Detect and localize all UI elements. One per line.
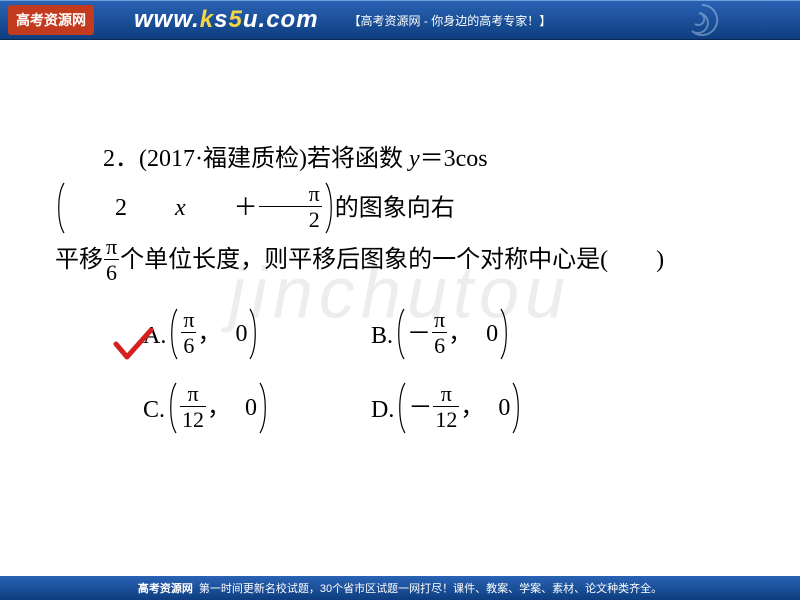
site-header: 高考资源网 www.ks5u.com 【高考资源网 - 你身边的高考专家！】 (0, 0, 800, 40)
lparen-icon (396, 382, 407, 434)
option-B[interactable]: B. －π6，0 (371, 310, 510, 362)
opt-B-coord: －π6，0 (395, 308, 510, 360)
options: A. π6，0 B. －π6，0 C. (55, 310, 745, 436)
opt-C-den: 12 (180, 407, 206, 431)
q-stem-b: 的图象向右 (335, 196, 455, 222)
shift-den: 6 (104, 260, 119, 284)
q-stem-a: 若将函数 (307, 146, 409, 172)
lparen-icon (167, 382, 178, 434)
opt-D-sign: － (408, 384, 432, 433)
opt-C-label: C. (143, 386, 165, 435)
opt-A-y: 0 (235, 310, 247, 359)
url-k: k (200, 6, 214, 33)
opt-D-coord: －π12，0 (396, 382, 522, 434)
footer-brand: 高考资源网 (138, 583, 193, 595)
opt-D-label: D. (371, 386, 394, 435)
q-y: y (409, 146, 420, 172)
url-s: s (214, 6, 228, 33)
swirl-icon (684, 2, 720, 38)
opt-B-den: 6 (432, 333, 447, 357)
option-C[interactable]: C. π12，0 (143, 384, 371, 436)
opt-D-num: π (433, 382, 459, 407)
opt-C-frac: π12 (179, 382, 207, 431)
shift-num: π (104, 235, 119, 260)
arg-frac-num: π (259, 182, 322, 207)
question-line-1: 2．(2017·福建质检)若将函数 y＝3cos 2x＋π2 的图象向右 (55, 135, 745, 236)
arg-frac-den: 2 (259, 207, 322, 231)
options-row-2: C. π12，0 D. －π12，0 (143, 384, 745, 436)
opt-B-num: π (432, 308, 447, 333)
l2-blank (608, 247, 656, 273)
question-line-2: 平移π6个单位长度，则平移后图象的一个对称中心是( ) (55, 236, 745, 286)
arg-2: 2 (67, 184, 127, 233)
site-footer: 高考资源网第一时间更新名校试题，30个省市区试题一网打尽！课件、教案、学案、素材… (0, 576, 800, 600)
options-row-1: A. π6，0 B. －π6，0 (143, 310, 745, 362)
opt-B-frac: π6 (431, 308, 448, 357)
opt-A-den: 6 (181, 333, 196, 357)
opt-C-num: π (180, 382, 206, 407)
opt-C-y: 0 (245, 384, 257, 433)
opt-C-coord: π12，0 (167, 382, 269, 434)
url-5: 5 (229, 6, 243, 33)
opt-B-y: 0 (486, 310, 498, 359)
l2-a: 平移 (55, 247, 103, 273)
check-icon (113, 328, 153, 362)
l2-b: 个单位长度，则平移后图象的一个对称中心是( (120, 247, 608, 273)
q-source: (2017·福建质检) (139, 146, 307, 172)
rparen-icon (258, 382, 269, 434)
url-u: u (243, 6, 259, 33)
rparen-icon (499, 308, 510, 360)
site-logo: 高考资源网 (8, 5, 94, 35)
footer-msg: 第一时间更新名校试题，30个省市区试题一网打尽！课件、教案、学案、素材、论文种类… (199, 583, 662, 595)
rparen-icon (324, 182, 335, 234)
arg-plus: ＋ (186, 184, 258, 233)
url-post: .com (259, 6, 319, 33)
arg-frac: π2 (258, 182, 323, 231)
shift-frac: π6 (103, 235, 120, 284)
q-coef: 3cos (444, 146, 488, 172)
footer-text: 高考资源网第一时间更新名校试题，30个省市区试题一网打尽！课件、教案、学案、素材… (138, 580, 662, 596)
lparen-icon (55, 182, 66, 234)
arg-x: x (127, 184, 186, 233)
cos-argument: 2x＋π2 (55, 182, 335, 234)
option-A[interactable]: A. π6，0 (143, 310, 371, 362)
site-url: www.ks5u.com (134, 6, 319, 34)
lparen-icon (168, 308, 179, 360)
opt-B-label: B. (371, 312, 393, 361)
option-D[interactable]: D. －π12，0 (371, 384, 522, 436)
question-body: 2．(2017·福建质检)若将函数 y＝3cos 2x＋π2 的图象向右 平移π… (0, 40, 800, 436)
q-eq: ＝ (420, 146, 444, 172)
rparen-icon (248, 308, 259, 360)
site-tagline: 【高考资源网 - 你身边的高考专家！】 (349, 12, 552, 29)
q-number: 2 (103, 146, 115, 172)
opt-B-sign: － (407, 310, 431, 359)
opt-A-num: π (181, 308, 196, 333)
url-pre: www. (134, 6, 200, 33)
lparen-icon (395, 308, 406, 360)
opt-D-y: 0 (498, 384, 510, 433)
opt-D-frac: π12 (432, 382, 460, 431)
l2-c: ) (656, 247, 664, 273)
opt-D-den: 12 (433, 407, 459, 431)
opt-A-frac: π6 (180, 308, 197, 357)
opt-A-coord: π6，0 (168, 308, 259, 360)
rparen-icon (511, 382, 522, 434)
